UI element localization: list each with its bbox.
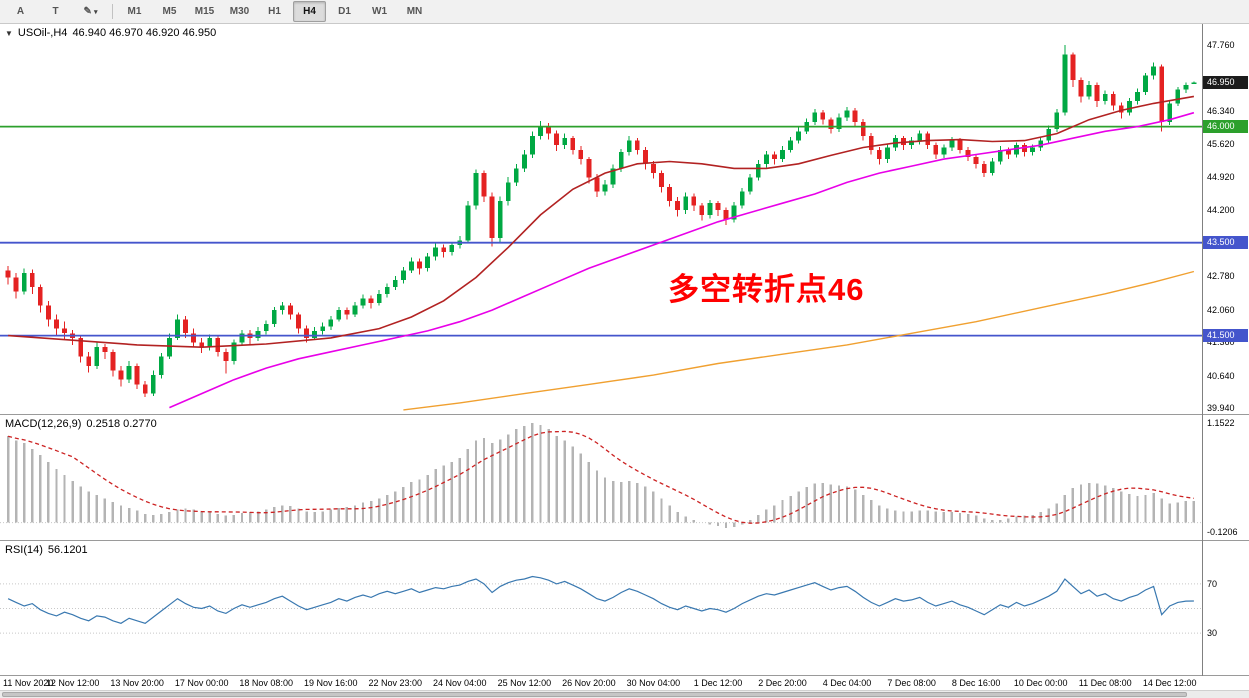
price-tick-label: 46.340	[1207, 105, 1235, 116]
time-axis[interactable]: 11 Nov 2020 12 Nov 12:00 13 Nov 20:00 17 No…	[0, 676, 1249, 691]
rsi-header: RSI(14) 56.1201	[5, 544, 93, 556]
price-tick-label: 45.620	[1207, 139, 1235, 150]
text-tool-button[interactable]: T	[39, 1, 72, 22]
time-axis-label: 30 Nov 04:00	[626, 678, 681, 688]
draw-tool-icon: ✎	[83, 6, 92, 17]
rsi-title: RSI(14)	[5, 544, 43, 556]
price-tick-label: 42.780	[1207, 271, 1235, 282]
time-axis-label: 1 Dec 12:00	[693, 678, 743, 688]
timeframe-button-h1[interactable]: H1	[268, 6, 281, 17]
price-tick-label: 44.920	[1207, 171, 1235, 182]
price-tick-label: 41.360	[1207, 337, 1235, 348]
time-axis-label: 13 Nov 20:00	[110, 678, 164, 688]
chart-annotation-text: 多空转折点46	[668, 272, 865, 307]
time-axis-label: 25 Nov 12:00	[497, 678, 552, 688]
time-axis-label: 8 Dec 16:00	[951, 678, 1001, 688]
price-tick-label: 44.200	[1207, 205, 1235, 216]
time-axis-label: 14 Dec 12:00	[1142, 678, 1197, 688]
time-axis-label: 22 Nov 23:00	[368, 678, 423, 688]
time-axis-label: 7 Dec 08:00	[887, 678, 936, 688]
macd-scale[interactable]: 1.1522 -0.1206	[1203, 415, 1249, 541]
timeframe-button-w1[interactable]: W1	[372, 6, 387, 17]
main-price-axis[interactable]: 47.760 46.340 45.620 44.920 44.200 42.780 42.0…	[1203, 24, 1249, 415]
price-tick-label: 39.940	[1207, 403, 1235, 413]
macd-header: MACD(12,26,9) 0.2518 0.2770	[5, 418, 162, 430]
price-tick-label: 40.640	[1207, 370, 1235, 381]
timeframe-button-m1[interactable]: M1	[127, 6, 142, 17]
macd-chart-canvas[interactable]	[0, 415, 1202, 541]
timeframe-group: M1 M5 M15 M30 H1 H4 D1 W1 MN	[117, 0, 432, 23]
rsi-chart-canvas[interactable]	[0, 541, 1202, 676]
ohlc-values: 46.940 46.970 46.920 46.950	[72, 27, 217, 39]
macd-panel[interactable]: MACD(12,26,9) 0.2518 0.2770	[0, 415, 1202, 541]
text-tool-icon: T	[52, 6, 59, 17]
macd-scale-max: 1.1522	[1207, 418, 1235, 428]
rsi-level-label: 70	[1207, 578, 1218, 589]
candlestick-chart-canvas[interactable]	[0, 24, 1202, 415]
timeframe-button-h4[interactable]: H4	[293, 1, 326, 22]
timeframe-button-d1[interactable]: D1	[338, 6, 351, 17]
time-axis-label: 2 Dec 20:00	[758, 678, 807, 688]
time-axis-label: 11 Nov 2020	[3, 678, 54, 688]
toolbar: A T ✎ ▾ M1 M5 M15 M30 H1 H4 D1 W1 MN	[0, 0, 1249, 24]
timeframe-button-m5[interactable]: M5	[162, 6, 177, 17]
time-axis-label: 19 Nov 16:00	[304, 678, 358, 688]
time-axis-label: 12 Nov 12:00	[45, 678, 100, 688]
cursor-tool-button[interactable]: A	[4, 1, 37, 22]
time-axis-label: 17 Nov 00:00	[174, 678, 229, 688]
rsi-panel[interactable]: RSI(14) 56.1201	[0, 541, 1202, 676]
price-tick-label: 47.760	[1207, 39, 1235, 50]
main-chart-panel[interactable]: ▼ USOil-,H4 46.940 46.970 46.920 46.950 多空…	[0, 24, 1202, 415]
price-tick-label: 42.060	[1207, 304, 1235, 315]
price-badge-46.950: 46.950	[1203, 76, 1248, 89]
rsi-level-label: 30	[1207, 628, 1218, 639]
time-axis-label: 26 Nov 20:00	[562, 678, 616, 688]
macd-scale-min: -0.1206	[1207, 527, 1238, 537]
price-badge-46.000: 46.000	[1203, 120, 1248, 134]
time-axis-label: 11 Dec 08:00	[1078, 678, 1132, 688]
chart-area: ▼ USOil-,H4 46.940 46.970 46.920 46.950 多空…	[0, 24, 1249, 698]
draw-tool-button[interactable]: ✎ ▾	[74, 1, 107, 22]
macd-title: MACD(12,26,9)	[5, 418, 82, 430]
price-badge-41.500: 41.500	[1203, 329, 1248, 343]
time-axis-label: 10 Dec 00:00	[1013, 678, 1068, 688]
timeframe-button-m15[interactable]: M15	[194, 6, 215, 17]
cursor-tool-icon: A	[16, 6, 25, 17]
scrollbar-thumb[interactable]	[2, 692, 1187, 697]
symbol-period-label: USOil-,H4	[17, 27, 68, 39]
timeframe-button-m30[interactable]: M30	[229, 6, 250, 17]
rsi-scale[interactable]: 70 30	[1203, 541, 1249, 676]
time-axis-label: 4 Dec 04:00	[822, 678, 872, 688]
macd-values: 0.2518 0.2770	[86, 418, 157, 430]
toolbar-separator	[112, 4, 113, 19]
horizontal-scrollbar[interactable]	[0, 691, 1249, 698]
time-axis-label: 24 Nov 04:00	[433, 678, 487, 688]
main-chart-header: ▼ USOil-,H4 46.940 46.970 46.920 46.950	[5, 27, 221, 39]
timeframe-button-mn[interactable]: MN	[406, 6, 423, 17]
tool-group: A T ✎ ▾	[3, 0, 108, 23]
collapse-triangle-icon: ▼	[5, 29, 13, 38]
rsi-value: 56.1201	[47, 544, 88, 556]
price-badge-43.500: 43.500	[1203, 236, 1248, 250]
time-axis-label: 18 Nov 08:00	[239, 678, 293, 688]
dropdown-caret-icon: ▾	[93, 8, 98, 16]
price-scale-column[interactable]: 47.760 46.340 45.620 44.920 44.200 42.780 42.0…	[1202, 24, 1249, 676]
